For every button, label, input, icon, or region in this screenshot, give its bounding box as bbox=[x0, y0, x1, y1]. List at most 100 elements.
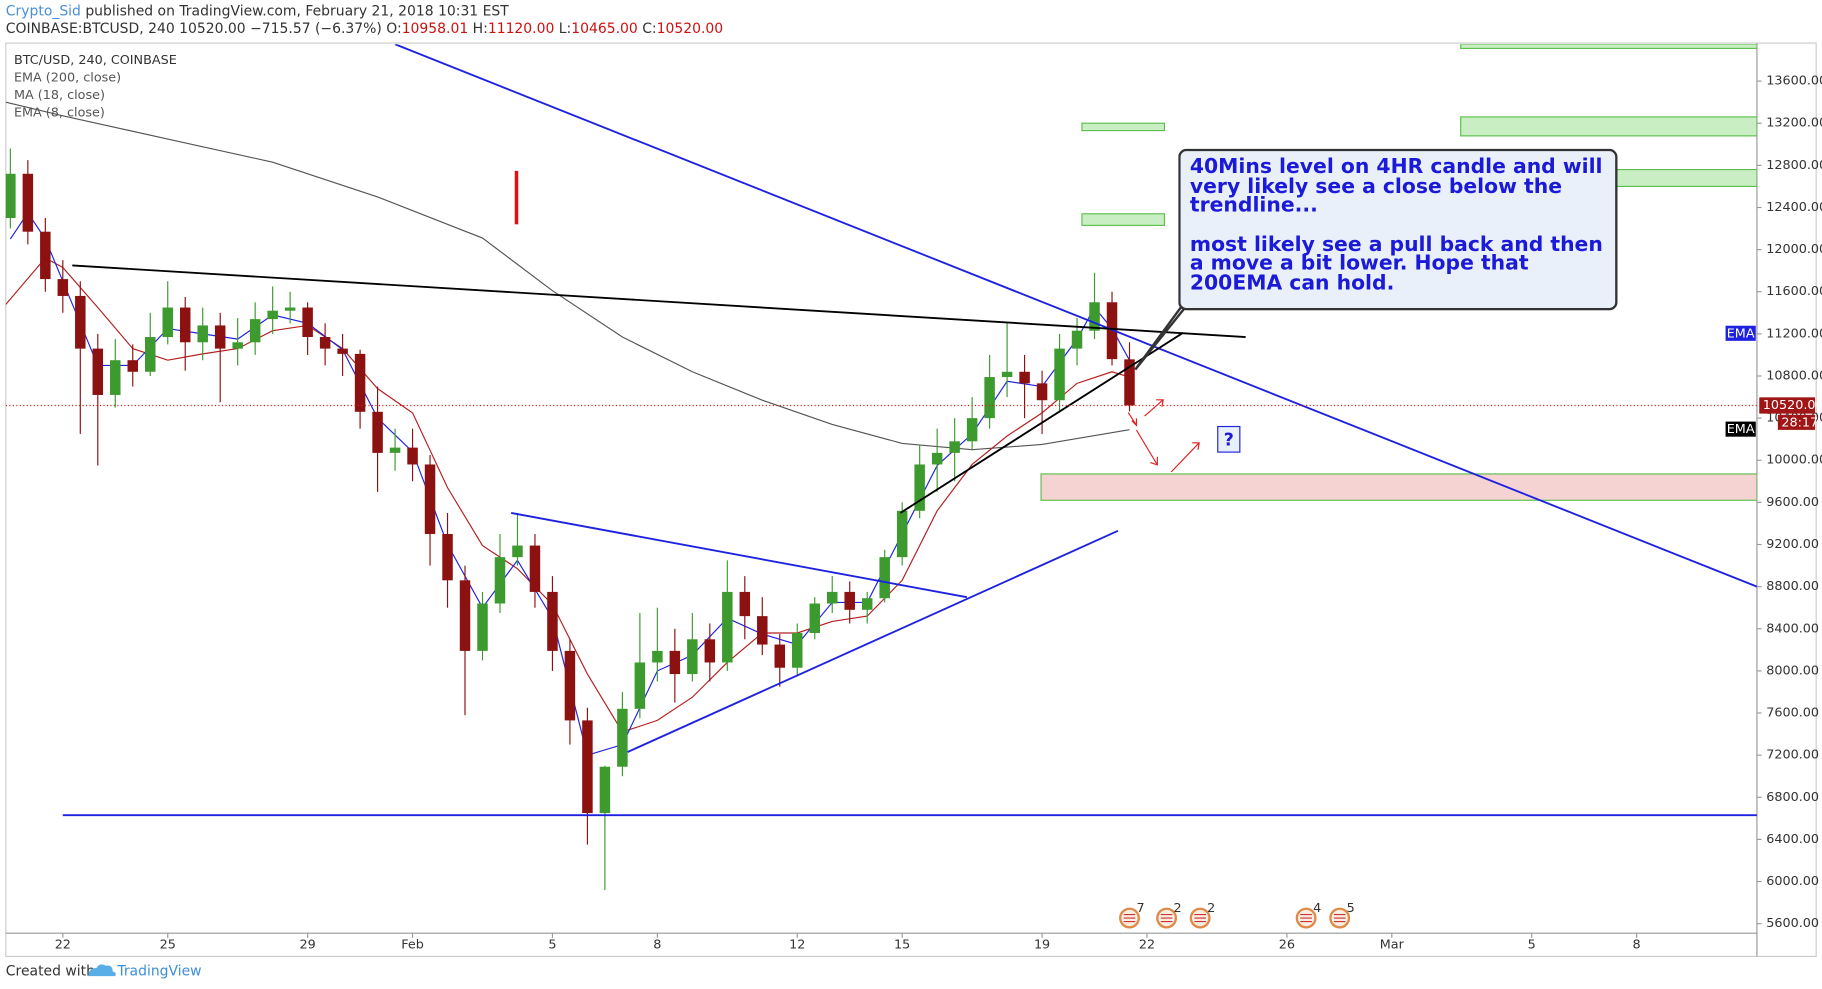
x-tick-label: Feb bbox=[401, 937, 424, 952]
candle-body bbox=[284, 307, 296, 311]
candle-body bbox=[494, 557, 506, 604]
candle-body bbox=[547, 591, 558, 651]
candle-body bbox=[249, 319, 261, 343]
candle-body bbox=[442, 533, 453, 581]
published: published on TradingView.com, February 2… bbox=[85, 4, 509, 20]
candle-body bbox=[617, 708, 628, 767]
trendline bbox=[627, 529, 1119, 753]
trendline bbox=[511, 511, 968, 599]
candle-body bbox=[75, 295, 86, 349]
callout-pointer bbox=[1134, 303, 1189, 371]
x-tick-label: 26 bbox=[1279, 937, 1295, 952]
candle-body bbox=[1071, 330, 1083, 349]
candle-body bbox=[914, 464, 925, 511]
zone bbox=[1040, 473, 1757, 501]
candle-body bbox=[529, 545, 541, 592]
candle-body bbox=[774, 644, 786, 668]
indicator-line bbox=[5, 101, 1130, 451]
candle-body bbox=[757, 616, 768, 645]
legend-entry: MA (18, close) bbox=[14, 88, 105, 103]
candle-body bbox=[232, 342, 243, 349]
candle-body bbox=[826, 591, 838, 604]
note-line: most likely see a pull back and then a m… bbox=[1189, 233, 1603, 295]
event-count: 2 bbox=[1174, 901, 1182, 916]
candle-body bbox=[582, 720, 593, 814]
y-tick-label: 6800.00 bbox=[1766, 790, 1819, 805]
x-tick-label: 25 bbox=[160, 937, 176, 952]
footer-brand[interactable]: TradingView bbox=[116, 963, 201, 979]
event-flag bbox=[1300, 913, 1312, 923]
trendline bbox=[72, 264, 1246, 338]
change: −715.57 (−6.37%) bbox=[250, 21, 382, 37]
y-tick-label: 12000.00 bbox=[1766, 242, 1822, 257]
ema-tag-label: EMA bbox=[1727, 422, 1755, 437]
header-line-1: Crypto_Sid published on TradingView.com,… bbox=[6, 4, 509, 20]
y-tick-label: 10800.00 bbox=[1766, 368, 1822, 383]
y-tick-label: 6400.00 bbox=[1766, 832, 1819, 847]
l-label: L: bbox=[559, 21, 571, 37]
o-label: O: bbox=[386, 21, 401, 37]
candle-body bbox=[931, 452, 943, 465]
candle-body bbox=[22, 173, 34, 232]
candle-body bbox=[949, 441, 960, 453]
candle-body bbox=[459, 580, 471, 651]
candle-body bbox=[669, 650, 681, 675]
zone bbox=[1081, 122, 1166, 132]
x-tick-label: 12 bbox=[789, 937, 805, 952]
y-tick-label: 9600.00 bbox=[1766, 495, 1819, 510]
candle-body bbox=[372, 411, 383, 453]
event-flag bbox=[1333, 913, 1346, 923]
event-flag bbox=[1123, 913, 1136, 923]
event-flag bbox=[1160, 913, 1173, 923]
zone bbox=[1460, 116, 1757, 137]
candle-body bbox=[267, 310, 278, 320]
note-box: 40Mins level on 4HR candle and will very… bbox=[1178, 148, 1618, 311]
y-tick-label: 8800.00 bbox=[1766, 579, 1819, 594]
candle-body bbox=[92, 348, 104, 395]
h-label: H: bbox=[473, 21, 488, 37]
ema-tag bbox=[1725, 325, 1756, 341]
x-tick-label: Mar bbox=[1380, 937, 1405, 952]
price-tag bbox=[1759, 397, 1816, 414]
candle-body bbox=[1054, 348, 1065, 401]
candle-body bbox=[792, 632, 803, 668]
candle-body bbox=[302, 307, 313, 338]
candle-body bbox=[896, 510, 908, 558]
question-mark: ? bbox=[1224, 430, 1234, 450]
candle-body bbox=[179, 307, 191, 343]
candle-body bbox=[984, 377, 995, 419]
candle-body bbox=[1089, 302, 1100, 331]
last: 10520.00 bbox=[179, 21, 246, 37]
zone bbox=[1081, 213, 1166, 226]
candle-body bbox=[739, 591, 751, 617]
event-count: 4 bbox=[1313, 901, 1321, 916]
y-tick-label: 13200.00 bbox=[1766, 116, 1822, 131]
c: 10520.00 bbox=[657, 21, 724, 37]
y-tick-label: 9200.00 bbox=[1766, 537, 1819, 552]
x-tick-label: 29 bbox=[300, 937, 316, 952]
candle-body bbox=[687, 639, 698, 675]
question-box bbox=[1217, 425, 1241, 453]
arrow bbox=[1135, 429, 1158, 466]
price-tag-label: 10520.00 bbox=[1763, 398, 1822, 413]
y-tick-label: 11200.00 bbox=[1766, 326, 1822, 341]
author[interactable]: Crypto_Sid bbox=[6, 4, 81, 20]
y-tick-label: 8400.00 bbox=[1766, 621, 1819, 636]
candle-body bbox=[634, 662, 646, 709]
red-marker bbox=[514, 170, 519, 225]
candle-body bbox=[722, 591, 733, 663]
y-tick-label: 11600.00 bbox=[1766, 284, 1822, 299]
candle-body bbox=[809, 603, 820, 633]
candle-body bbox=[966, 418, 978, 442]
candle-body bbox=[214, 325, 226, 349]
countdown-tag bbox=[1777, 414, 1816, 430]
candle-body bbox=[389, 447, 401, 453]
x-tick-label: 5 bbox=[1528, 937, 1536, 952]
legend-symbol: BTC/USD, 240, COINBASE bbox=[14, 53, 177, 68]
event-flag bbox=[1194, 913, 1206, 923]
y-tick-label: 13600.00 bbox=[1766, 74, 1822, 89]
chart-frame bbox=[5, 42, 1817, 957]
event-count: 7 bbox=[1136, 901, 1144, 916]
y-tick-label: 7200.00 bbox=[1766, 748, 1819, 763]
candle-body bbox=[127, 360, 139, 372]
